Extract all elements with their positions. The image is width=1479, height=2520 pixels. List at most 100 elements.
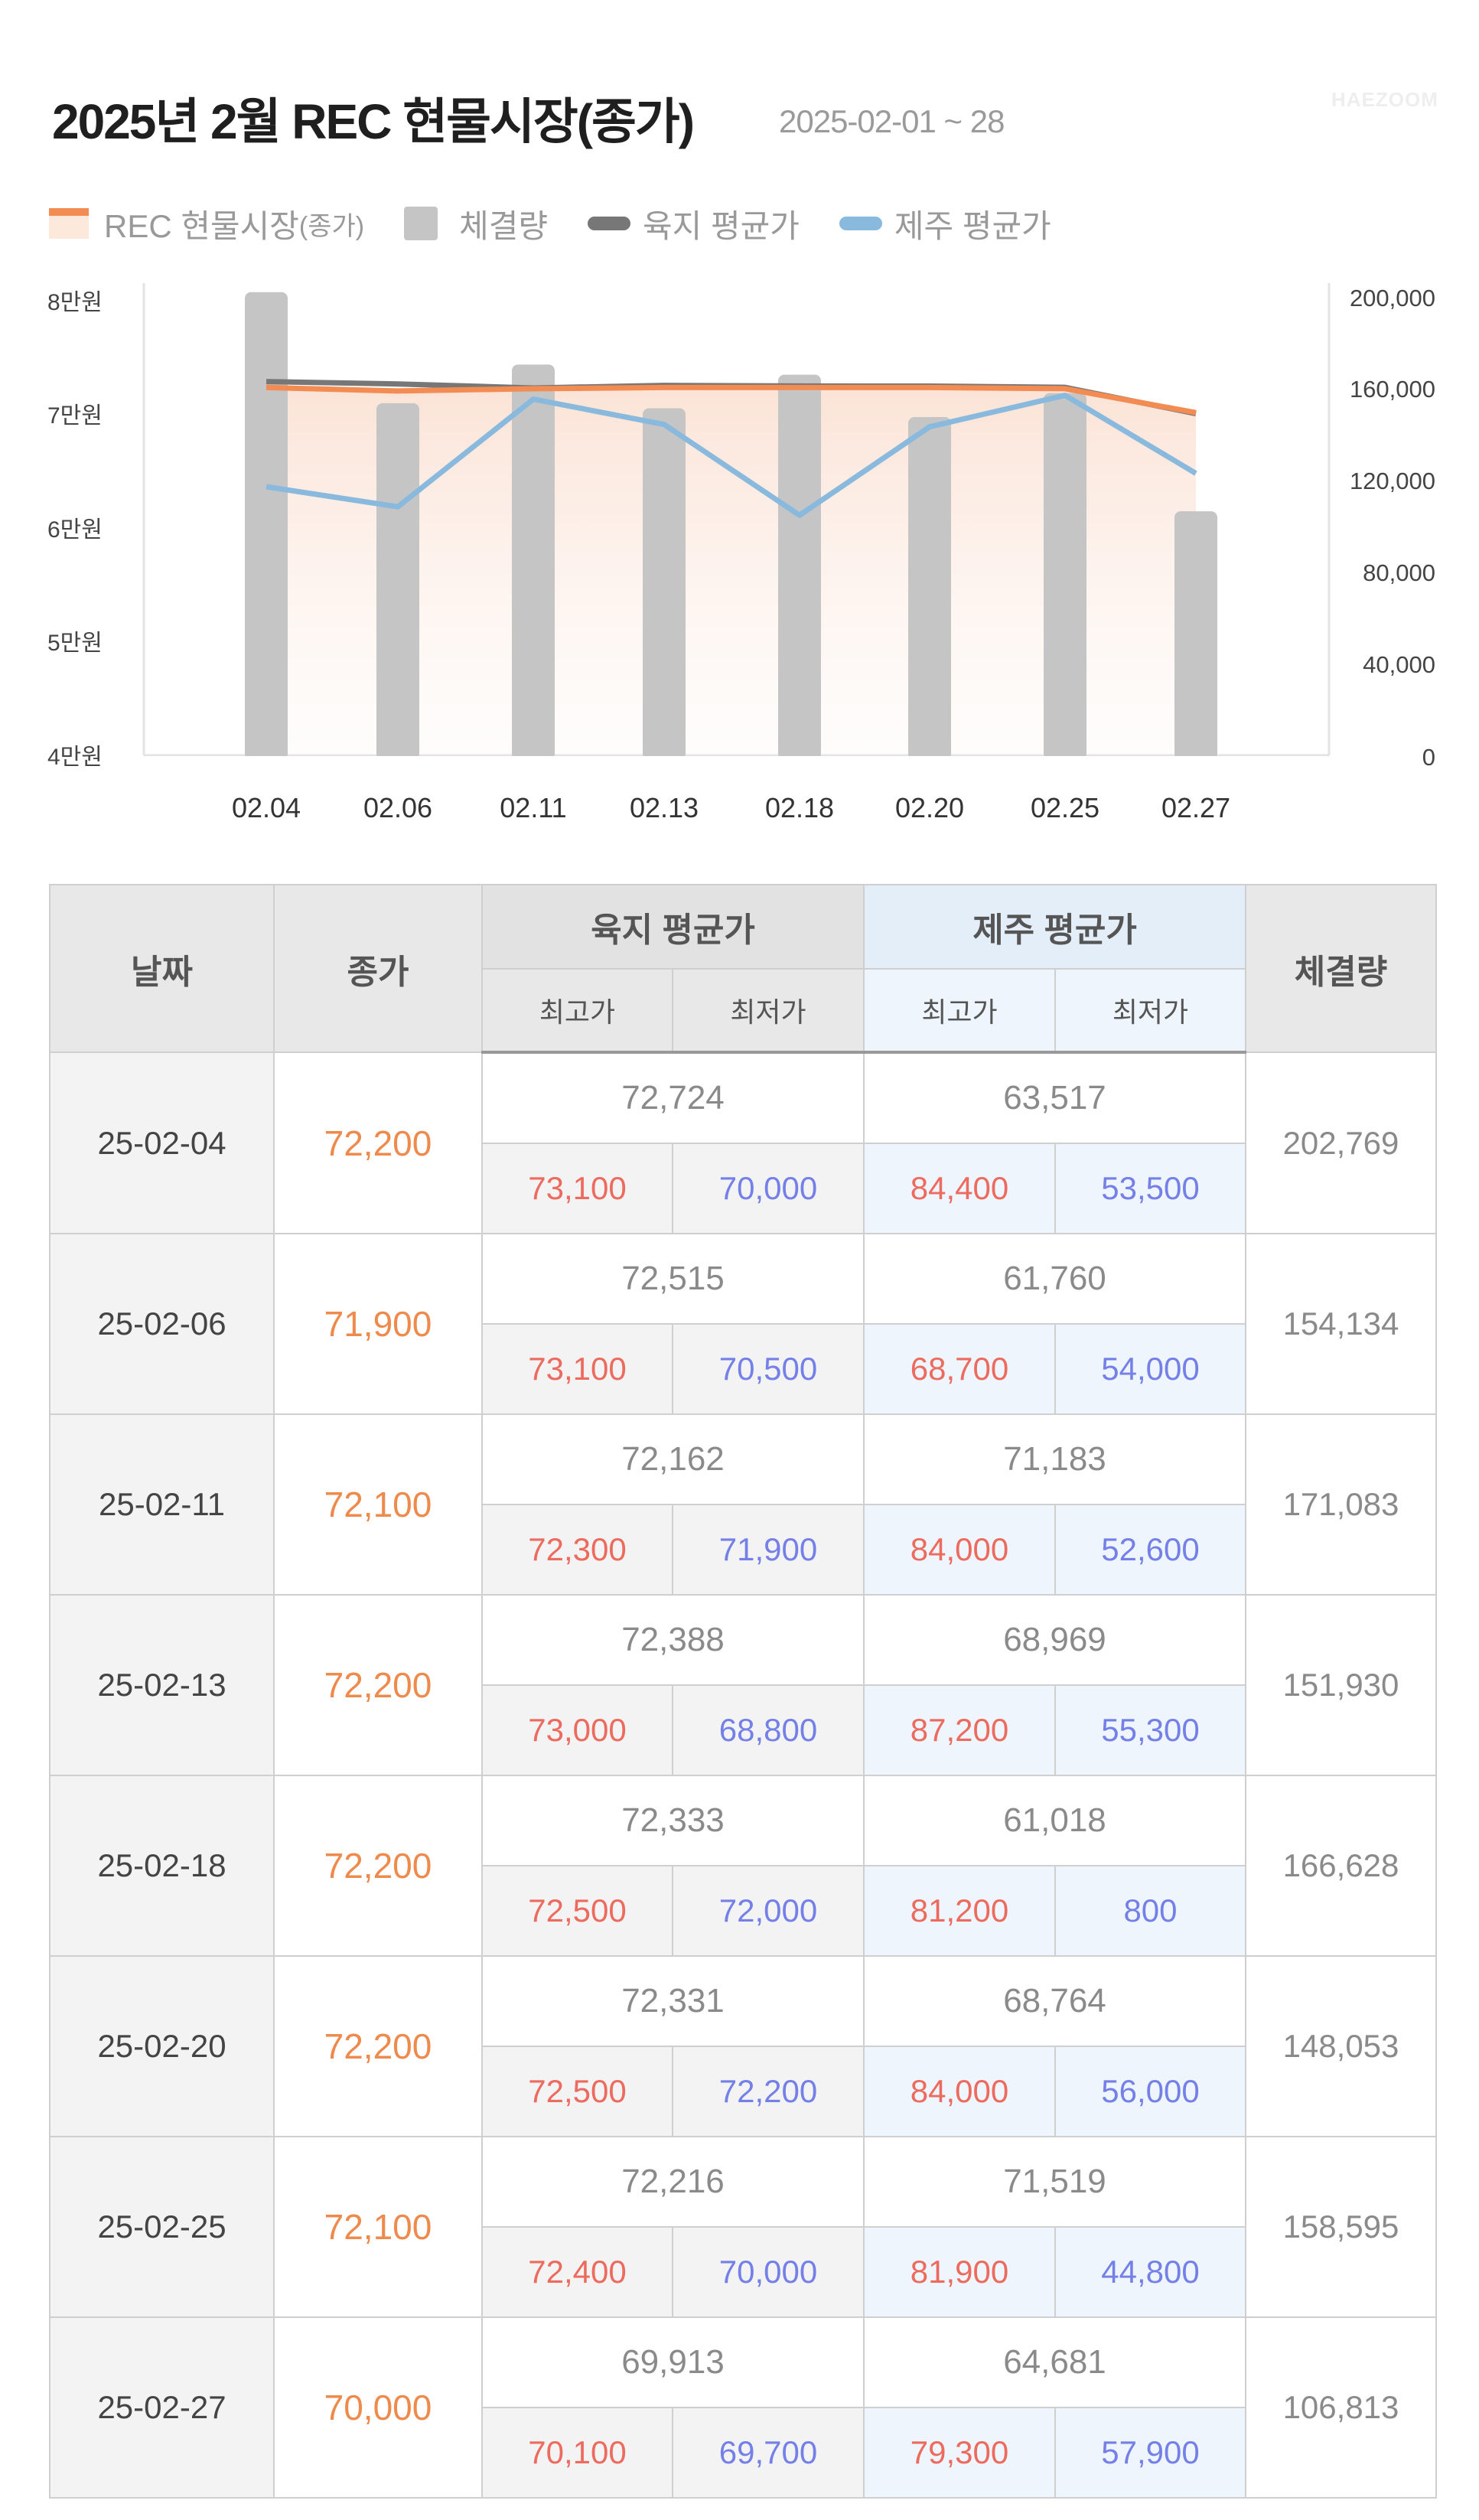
cell-mainland-avg: 72,333: [481, 1775, 865, 1866]
cell-volume: 158,595: [1245, 2136, 1437, 2318]
x-tick: 02.04: [231, 792, 301, 823]
chart-title: 2025년 2월 REC 현물시장(종가): [52, 94, 695, 149]
cell-mainland-low: 72,200: [672, 2046, 865, 2137]
cell-date: 25-02-13: [49, 1594, 275, 1776]
cell-mainland-avg: 72,515: [481, 1233, 865, 1325]
cell-mainland-avg: 72,388: [481, 1594, 865, 1686]
x-tick: 02.06: [363, 792, 433, 823]
table-row: 25-02-18 72,200 72,333 61,018 166,628: [49, 1775, 1437, 1957]
cell-jeju-low: 55,300: [1054, 1684, 1246, 1776]
cell-close: 72,200: [273, 1051, 483, 1234]
date-range: 2025-02-01 ~ 28: [779, 103, 1005, 139]
cell-volume: 166,628: [1245, 1775, 1437, 1957]
header-jeju-high: 최고가: [863, 968, 1056, 1054]
bar-swatch-icon: [404, 207, 438, 240]
cell-mainland-low: 71,900: [672, 1504, 865, 1596]
cell-close: 71,900: [273, 1233, 483, 1415]
cell-mainland-low: 70,500: [672, 1323, 865, 1415]
line-swatch-icon: [588, 217, 631, 230]
header-jeju-avg: 제주 평균가: [863, 884, 1246, 970]
volume-bar: [245, 292, 288, 761]
watermark-logo: HAEZOOM: [1331, 88, 1438, 111]
area-swatch-icon: [49, 208, 89, 239]
volume-bar: [908, 417, 951, 760]
cell-close: 72,200: [273, 1775, 483, 1957]
legend-item-jeju-avg[interactable]: 제주 평균가: [839, 200, 1051, 247]
legend-item-mainland-avg[interactable]: 육지 평균가: [588, 200, 800, 247]
cell-mainland-high: 72,500: [481, 2046, 673, 2137]
cell-jeju-avg: 71,183: [863, 1413, 1246, 1505]
cell-jeju-low: 54,000: [1054, 1323, 1246, 1415]
line-swatch-icon: [839, 217, 882, 230]
cell-mainland-avg: 69,913: [481, 2316, 865, 2408]
table-row-sub: 73,000 68,800 87,200 55,300: [50, 1684, 1436, 1776]
header-mainland-low: 최저가: [672, 968, 865, 1054]
cell-mainland-low: 72,000: [672, 1865, 865, 1957]
cell-jeju-avg: 64,681: [863, 2316, 1246, 2408]
table-row-sub: 73,100 70,000 84,400 53,500: [50, 1143, 1436, 1234]
cell-close: 72,100: [273, 1413, 483, 1596]
cell-jeju-low: 56,000: [1054, 2046, 1246, 2137]
cell-jeju-avg: 63,517: [863, 1051, 1246, 1144]
y-right-tick: 40,000: [1363, 651, 1435, 678]
legend-label: 제주 평균가: [894, 207, 1051, 244]
legend-item-rec-close[interactable]: REC 현물시장 (종가): [49, 200, 364, 247]
cell-close: 70,000: [273, 2316, 483, 2499]
volume-bar: [643, 408, 686, 760]
cell-volume: 154,134: [1245, 1233, 1437, 1415]
table-row-sub: 70,100 69,700 79,300 57,900: [50, 2407, 1436, 2499]
table-body: 25-02-04 72,200 72,724 63,517 202,769 73…: [49, 1051, 1437, 2499]
line-series: [266, 379, 1197, 518]
y-left-tick: 6만원: [47, 517, 103, 543]
table-row-sub: 72,300 71,900 84,000 52,600: [50, 1504, 1436, 1596]
table-row: 25-02-04 72,200 72,724 63,517 202,769: [49, 1051, 1437, 1234]
cell-jeju-high: 84,000: [863, 1504, 1056, 1596]
cell-jeju-low: 57,900: [1054, 2407, 1246, 2499]
cell-mainland-low: 70,000: [672, 1143, 865, 1234]
rec-price-table: 날짜 종가 육지 평균가 제주 평균가 체결량 최고가 최저가 최고가 최저가 …: [49, 884, 1437, 2499]
chart-plot: [142, 283, 1331, 764]
cell-date: 25-02-04: [49, 1051, 275, 1234]
y-right-tick: 120,000: [1349, 468, 1435, 494]
cell-volume: 171,083: [1245, 1413, 1437, 1596]
cell-mainland-avg: 72,162: [481, 1413, 865, 1505]
y-right-tick: 0: [1422, 744, 1435, 771]
x-tick: 02.13: [629, 792, 699, 823]
cell-mainland-low: 68,800: [672, 1684, 865, 1776]
cell-mainland-high: 72,400: [481, 2226, 673, 2318]
cell-mainland-low: 69,700: [672, 2407, 865, 2499]
y-left-tick: 8만원: [47, 290, 103, 315]
table-row: 25-02-11 72,100 72,162 71,183 171,083: [49, 1413, 1437, 1596]
header-volume: 체결량: [1245, 884, 1437, 1053]
cell-mainland-high: 72,300: [481, 1504, 673, 1596]
x-tick: 02.11: [500, 792, 567, 823]
cell-close: 72,200: [273, 1955, 483, 2137]
x-tick: 02.25: [1030, 792, 1100, 823]
header-mainland-high: 최고가: [481, 968, 673, 1054]
cell-date: 25-02-11: [49, 1413, 275, 1596]
header-close: 종가: [273, 884, 483, 1053]
cell-jeju-high: 81,200: [863, 1865, 1056, 1957]
volume-bar: [1044, 393, 1086, 760]
cell-jeju-high: 68,700: [863, 1323, 1056, 1415]
y-right-tick: 200,000: [1349, 285, 1435, 311]
cell-date: 25-02-06: [49, 1233, 275, 1415]
y-left-tick: 7만원: [47, 403, 103, 429]
cell-jeju-high: 84,000: [863, 2046, 1056, 2137]
legend-label: REC 현물시장: [104, 207, 299, 244]
chart-legend: REC 현물시장 (종가) 체결량 육지 평균가 제주 평균가: [49, 200, 1091, 246]
volume-bar: [778, 374, 821, 760]
table-row: 25-02-27 70,000 69,913 64,681 106,813: [49, 2316, 1437, 2499]
header-mainland-avg: 육지 평균가: [481, 884, 865, 970]
y-right-tick: 80,000: [1363, 559, 1435, 586]
cell-mainland-avg: 72,216: [481, 2136, 865, 2228]
table-row: 25-02-25 72,100 72,216 71,519 158,595: [49, 2136, 1437, 2318]
cell-mainland-high: 73,100: [481, 1143, 673, 1234]
legend-item-volume[interactable]: 체결량: [404, 200, 548, 247]
cell-date: 25-02-20: [49, 1955, 275, 2137]
legend-sublabel: (종가): [298, 211, 365, 241]
cell-jeju-low: 52,600: [1054, 1504, 1246, 1596]
table-row: 25-02-06 71,900 72,515 61,760 154,134: [49, 1233, 1437, 1415]
cell-jeju-low: 800: [1054, 1865, 1246, 1957]
cell-close: 72,100: [273, 2136, 483, 2318]
